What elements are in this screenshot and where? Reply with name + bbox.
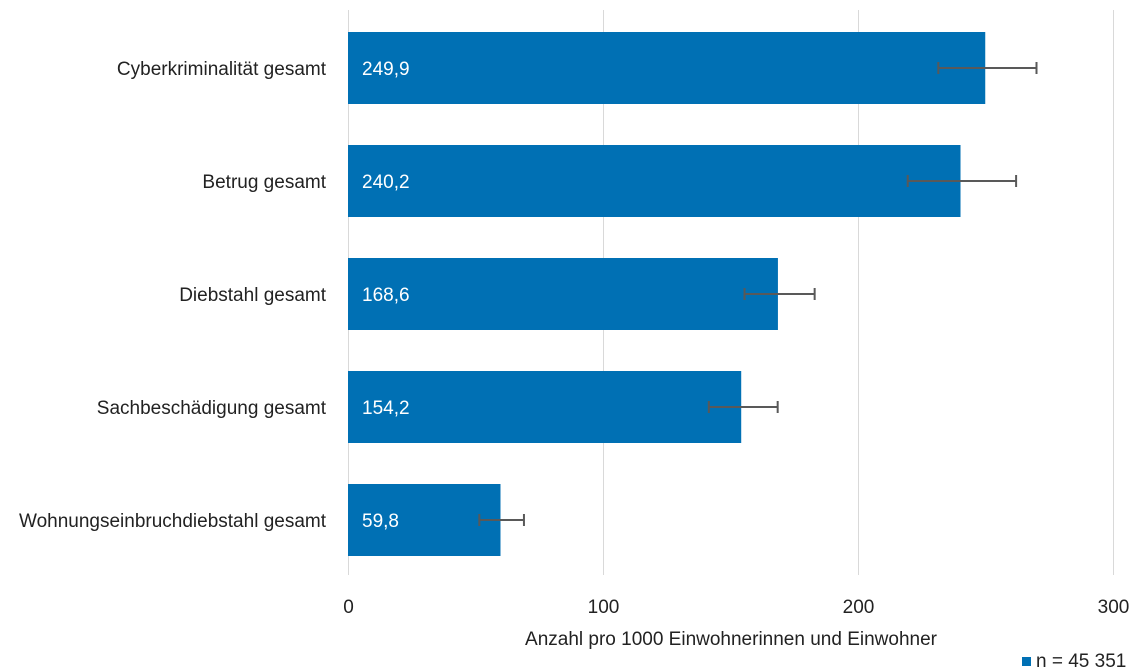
x-axis-title: Anzahl pro 1000 Einwohnerinnen und Einwo…	[525, 629, 938, 650]
category-label: Wohnungseinbruchdiebstahl gesamt	[19, 511, 327, 532]
category-label: Betrug gesamt	[202, 172, 326, 193]
legend-entry: n = 45 351	[1036, 651, 1126, 672]
category-label: Cyberkriminalität gesamt	[117, 59, 327, 80]
x-tick-label: 0	[343, 597, 354, 618]
legend-swatch	[1022, 657, 1031, 666]
bar	[348, 32, 985, 104]
bars	[348, 32, 985, 556]
labels: 0 100 200 300 249,9 Cyberkriminalität gesamt 2…	[19, 59, 1129, 618]
category-label: Sachbeschädigung gesamt	[97, 398, 327, 419]
x-tick-label: 300	[1098, 597, 1130, 618]
bar-value-label: 168,6	[362, 285, 410, 306]
bar-value-label: 154,2	[362, 398, 410, 419]
bar	[348, 145, 961, 217]
bar	[348, 258, 778, 330]
bar-value-label: 59,8	[362, 511, 399, 532]
bar-value-label: 240,2	[362, 172, 410, 193]
category-label: Diebstahl gesamt	[179, 285, 327, 306]
bar-value-label: 249,9	[362, 59, 410, 80]
x-tick-label: 100	[588, 597, 620, 618]
x-tick-label: 200	[843, 597, 875, 618]
